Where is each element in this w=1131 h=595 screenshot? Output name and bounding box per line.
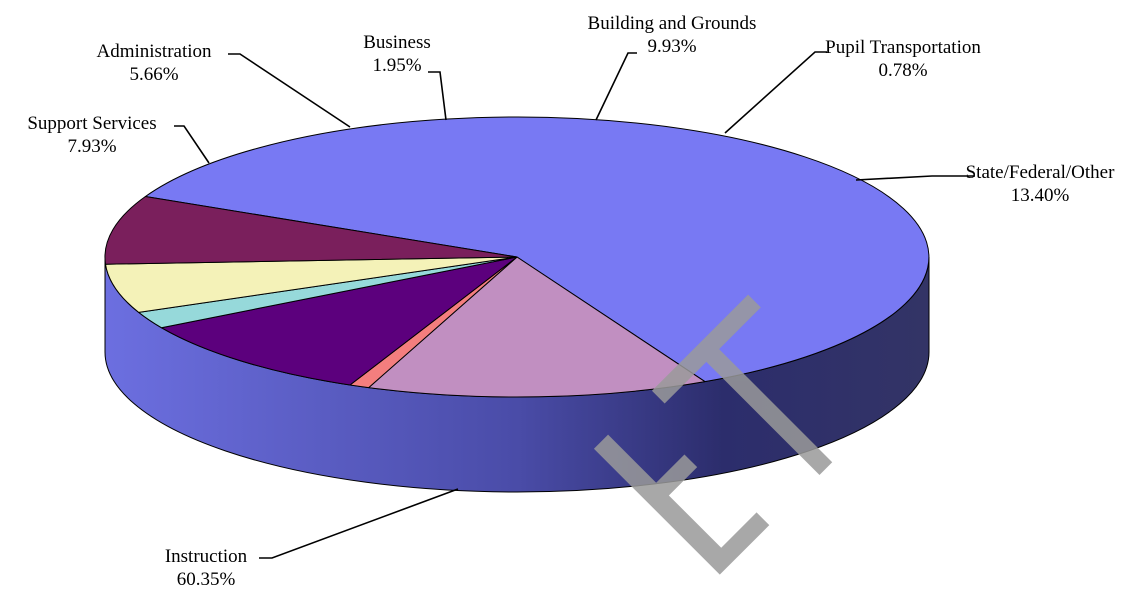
- watermark-logo: [593, 294, 833, 575]
- label-administration: Administration 5.66%: [96, 41, 212, 85]
- label-state-federal-other: State/Federal/Other 13.40%: [966, 162, 1115, 206]
- label-support-services: Support Services 7.93%: [27, 113, 156, 157]
- label-pupil-transportation: Pupil Transportation 0.78%: [825, 37, 981, 81]
- label-administration-name: Administration: [96, 41, 212, 62]
- leader-state-federal-other: [855, 175, 975, 181]
- slice-building-and-grounds: [160, 256, 518, 386]
- label-instruction-value: 60.35%: [177, 569, 236, 590]
- label-state-federal-other-value: 13.40%: [1011, 185, 1070, 206]
- leader-instruction: [259, 488, 459, 559]
- label-instruction-name: Instruction: [165, 546, 248, 567]
- label-building-and-grounds: Building and Grounds 9.93%: [588, 13, 757, 57]
- slice-administration: [105, 256, 518, 313]
- label-building-and-grounds-name: Building and Grounds: [588, 13, 757, 34]
- label-state-federal-other-name: State/Federal/Other: [966, 162, 1115, 183]
- leader-business: [428, 71, 447, 121]
- label-pupil-transportation-name: Pupil Transportation: [825, 37, 981, 58]
- label-pupil-transportation-value: 0.78%: [878, 60, 927, 81]
- label-business-value: 1.95%: [372, 55, 421, 76]
- watermark-letter-e: [593, 434, 770, 575]
- watermark-letter-t: [651, 294, 833, 475]
- label-support-services-value: 7.93%: [67, 136, 116, 157]
- leader-administration: [228, 53, 351, 128]
- label-business: Business 1.95%: [363, 32, 431, 76]
- pie-top-slices: [104, 116, 930, 398]
- leader-pupil-transportation: [724, 51, 827, 134]
- label-building-and-grounds-value: 9.93%: [647, 36, 696, 57]
- slice-support-services: [104, 196, 518, 265]
- leader-building-and-grounds: [595, 52, 637, 121]
- label-instruction: Instruction 60.35%: [165, 546, 248, 590]
- leader-support-services: [174, 125, 210, 164]
- label-administration-value: 5.66%: [129, 64, 178, 85]
- label-business-name: Business: [363, 32, 431, 53]
- label-support-services-name: Support Services: [27, 113, 156, 134]
- leader-lines: [174, 51, 975, 559]
- slice-labels: Instruction 60.35% State/Federal/Other 13.4…: [27, 13, 1115, 590]
